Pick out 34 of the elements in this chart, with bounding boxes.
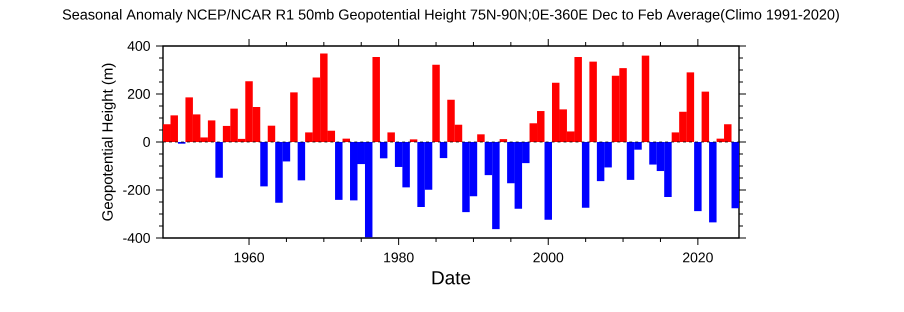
bar xyxy=(335,142,343,200)
x-tick-label: 1960 xyxy=(234,252,264,262)
bar xyxy=(432,64,440,142)
bar xyxy=(268,126,276,142)
bar xyxy=(642,56,650,142)
y-tick-label: -400 xyxy=(123,233,150,243)
x-axis-title: Date xyxy=(432,271,470,284)
bar xyxy=(477,134,485,142)
y-tick-label: 0 xyxy=(143,137,150,147)
bar xyxy=(298,142,306,180)
bar xyxy=(702,92,710,142)
bar xyxy=(544,142,552,220)
bar xyxy=(260,142,268,186)
x-tick-label: 1980 xyxy=(384,252,414,262)
bar xyxy=(732,142,740,208)
bar xyxy=(500,139,508,142)
bar xyxy=(589,62,597,142)
bar xyxy=(215,142,223,178)
x-tick-label: 2020 xyxy=(683,252,713,262)
bar xyxy=(372,57,380,142)
bar xyxy=(440,142,448,158)
bar xyxy=(694,142,702,212)
bar xyxy=(380,142,388,158)
bar xyxy=(582,142,590,208)
bar xyxy=(709,142,717,222)
bar xyxy=(387,132,395,142)
chart-title: Seasonal Anomaly NCEP/NCAR R1 50mb Geopotential Height 75N-90N;0E-360E Dec to Feb Average(Climo 1991-2020) xyxy=(62,9,839,23)
y-tick-label: -200 xyxy=(123,185,150,195)
y-tick-label: 400 xyxy=(128,41,150,51)
x-tick-label: 2000 xyxy=(533,252,564,262)
bar xyxy=(290,92,298,142)
y-axis-title: Geopotential Height (m) xyxy=(102,64,116,221)
bar xyxy=(342,138,350,142)
y-tick-label: 200 xyxy=(128,89,150,99)
